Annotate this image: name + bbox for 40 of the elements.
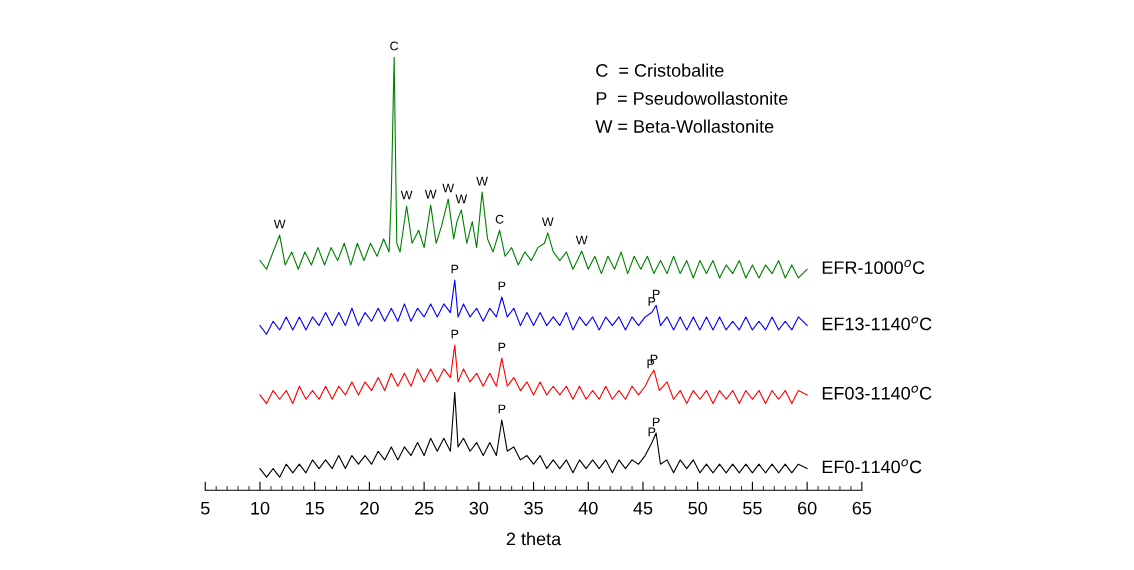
annotation: W bbox=[400, 190, 413, 200]
annotation: W bbox=[575, 235, 588, 245]
annotation: P bbox=[498, 342, 506, 352]
annotation: P bbox=[451, 329, 459, 339]
annotation: W bbox=[455, 194, 468, 204]
annotation: P bbox=[648, 297, 656, 306]
annotation: P bbox=[648, 427, 656, 437]
annotation: W bbox=[442, 183, 455, 193]
x-tick-label: 5 bbox=[200, 501, 210, 515]
x-tick-label: 25 bbox=[414, 501, 434, 515]
annotation: C bbox=[390, 41, 399, 51]
x-tick-label: 60 bbox=[798, 501, 817, 515]
annotation: P bbox=[498, 281, 506, 291]
x-tick-label: 10 bbox=[251, 501, 270, 515]
annotation: W bbox=[476, 176, 488, 186]
annotation: P = Pseudowollastonite bbox=[596, 91, 788, 105]
x-tick-label: 65 bbox=[852, 501, 872, 515]
x-tick-label: 55 bbox=[743, 501, 762, 515]
annotation: P bbox=[652, 417, 660, 427]
x-tick-label: 20 bbox=[360, 501, 379, 515]
x-tick-label: 30 bbox=[469, 501, 489, 515]
annotation: P bbox=[652, 289, 660, 299]
x-tick-label: 15 bbox=[306, 501, 324, 515]
x-tick-label: 35 bbox=[524, 501, 543, 515]
annotation: W = Beta-Wollastonite bbox=[595, 119, 774, 133]
annotation: C = Cristobalite bbox=[596, 63, 724, 77]
x-tick-label: 50 bbox=[688, 501, 708, 515]
series-label: EF13-1140$^{o}$C bbox=[822, 316, 932, 331]
annotation: W bbox=[273, 219, 286, 229]
series-label: EF03-1140$^{o}$C bbox=[822, 385, 932, 400]
annotation: C bbox=[495, 214, 504, 224]
annotation: W bbox=[424, 189, 437, 199]
x-axis-title: 2 theta bbox=[506, 532, 562, 546]
annotation: W bbox=[541, 217, 554, 227]
annotation: P bbox=[451, 264, 459, 274]
series-label: EFR-1000$^{o}$C bbox=[822, 259, 925, 275]
annotation: P bbox=[498, 404, 506, 414]
series-label: EF0-1140$^{o}$C bbox=[822, 459, 922, 474]
x-tick-label: 45 bbox=[633, 501, 653, 515]
x-tick-label: 40 bbox=[578, 501, 598, 515]
